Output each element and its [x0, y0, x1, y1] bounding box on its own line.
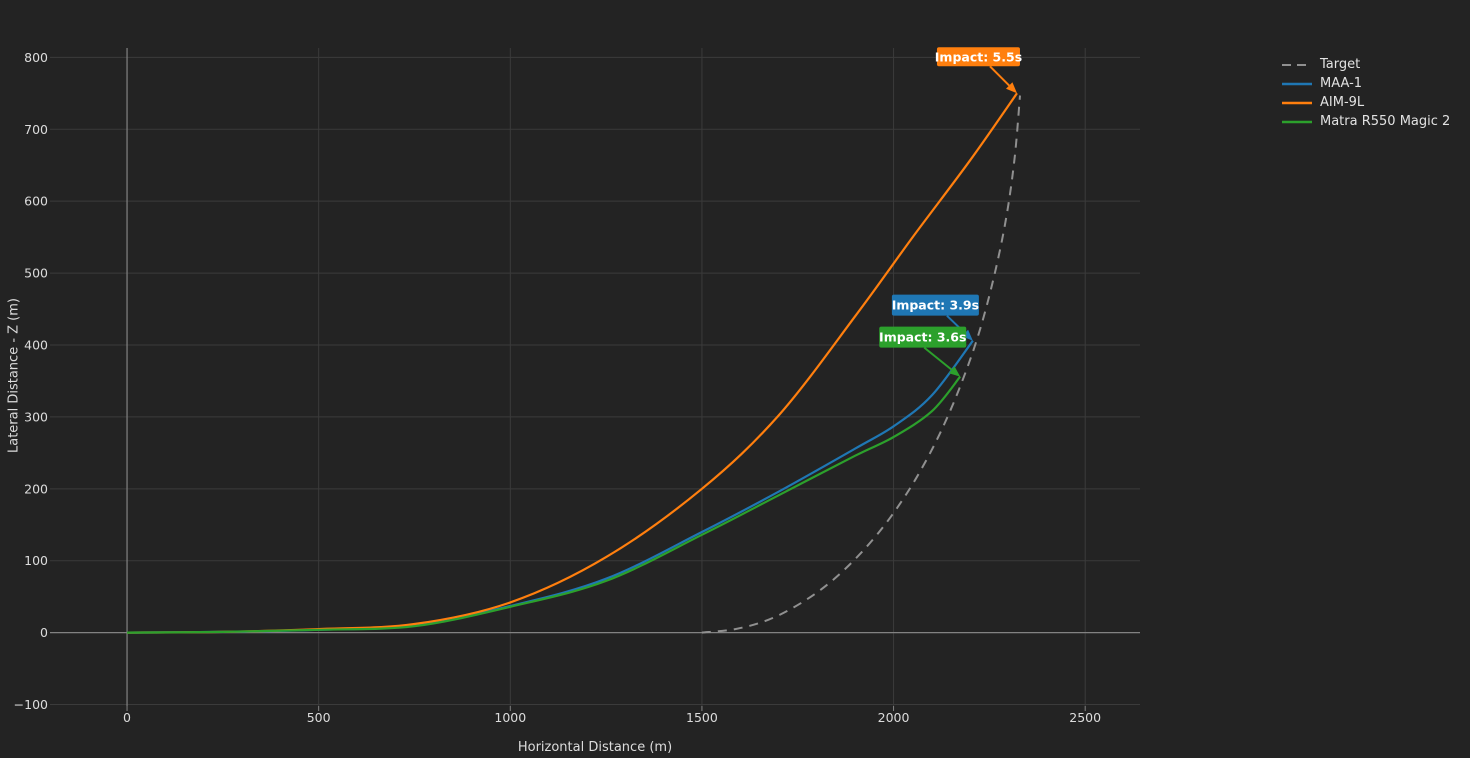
series-path-aim-9l [126, 92, 1018, 634]
legend-item-aim-9l: AIM-9L [1281, 93, 1450, 112]
y-tick-label: 200 [24, 481, 48, 496]
y-tick-label: 600 [24, 194, 48, 209]
series-path-maa-1 [126, 340, 974, 634]
legend: Target MAA-1 AIM-9L Matra R550 Magic 2 [1281, 55, 1450, 131]
annotation-box [879, 326, 967, 348]
legend-item-maa-1: MAA-1 [1281, 74, 1450, 93]
annotation: Impact: 3.6s [879, 326, 967, 377]
legend-label: Matra R550 Magic 2 [1320, 114, 1451, 129]
annotation-label: Impact: 3.9s [892, 298, 979, 313]
legend-label: AIM-9L [1320, 95, 1365, 110]
y-tick-label: 500 [24, 266, 48, 281]
y-tick-label: 300 [24, 409, 48, 424]
y-tick-label: 100 [24, 553, 48, 568]
annotation-box [936, 47, 1020, 67]
y-tick-label: 700 [24, 122, 48, 137]
series-path-matra-r550-magic-2 [126, 375, 962, 634]
x-tick-label: 1000 [494, 710, 526, 725]
y-tick-label: −100 [14, 697, 48, 712]
y-tick-label: 400 [24, 337, 48, 352]
annotation-arrowhead [948, 366, 961, 377]
legend-item-target: Target [1281, 55, 1450, 74]
legend-marker [1282, 101, 1312, 104]
legend-label: Target [1320, 57, 1361, 72]
legend-marker [1282, 82, 1312, 85]
annotation-arrow [923, 346, 953, 371]
legend-item-matra-r550-magic-2: Matra R550 Magic 2 [1281, 112, 1450, 131]
y-axis-title: Lateral Distance - Z (m) [6, 298, 22, 454]
legend-marker [1282, 120, 1312, 123]
series-path-target [701, 95, 1021, 634]
x-tick-label: 2500 [1069, 710, 1101, 725]
annotation-box [891, 294, 979, 316]
annotation-arrow [989, 65, 1010, 87]
x-tick-label: 0 [123, 710, 131, 725]
annotation-label: Impact: 3.6s [879, 330, 966, 345]
x-tick-label: 2000 [878, 710, 910, 725]
legend-label: MAA-1 [1320, 76, 1363, 91]
annotation: Impact: 3.9s [891, 294, 979, 341]
annotation-label: Impact: 5.5s [935, 49, 1022, 64]
x-tick-label: 500 [307, 710, 331, 725]
annotation-arrowhead [961, 329, 973, 341]
x-axis-title: Horizontal Distance (m) [517, 740, 673, 755]
x-tick-label: 1500 [686, 710, 718, 725]
annotation-arrowhead [1006, 82, 1017, 94]
annotation: Impact: 5.5s [935, 47, 1022, 94]
y-tick-label: 0 [40, 625, 48, 640]
y-tick-label: 800 [24, 50, 48, 65]
legend-marker [1282, 63, 1312, 66]
